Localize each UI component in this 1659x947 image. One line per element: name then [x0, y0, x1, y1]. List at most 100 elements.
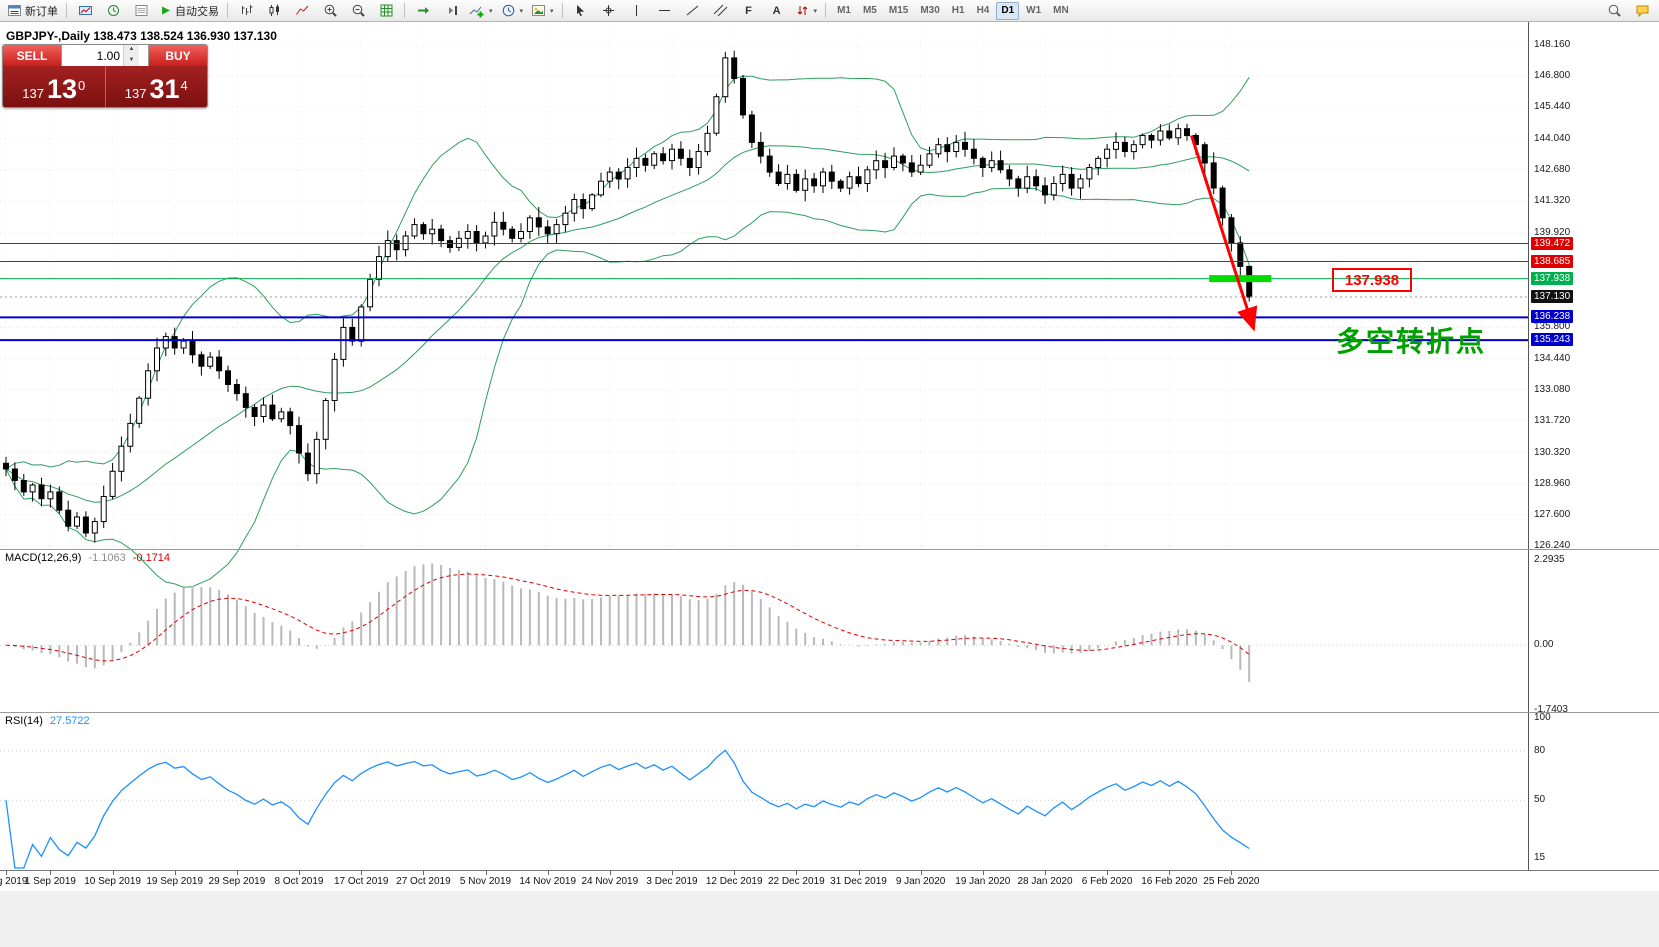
bar-chart-icon[interactable]	[232, 0, 260, 22]
price-level-badge: 139.472	[1531, 236, 1574, 250]
crosshair-icon[interactable]	[595, 0, 623, 22]
fibonacci-icon[interactable]: F	[745, 4, 752, 17]
axis-label: 135.800	[1534, 321, 1571, 333]
date-tick	[1045, 871, 1046, 875]
date-tick	[920, 871, 922, 875]
community-chat-icon[interactable]	[1628, 0, 1656, 22]
channel-icon[interactable]	[707, 0, 735, 22]
add-indicator-dropdown[interactable]: ▾	[465, 0, 497, 22]
rsi-panel-layer[interactable]	[0, 749, 1528, 869]
spin-down-icon[interactable]: ▼	[124, 55, 139, 66]
date-label: 22 Dec 2019	[767, 876, 825, 887]
trend-arrow[interactable]	[1190, 135, 1258, 332]
cursor-icon[interactable]	[567, 0, 595, 22]
charts-profile-icon[interactable]	[71, 0, 99, 22]
price-axis[interactable]: 148.160 146.800 145.440 144.040 142.680 141.3…	[1529, 22, 1659, 870]
axis-label: 146.800	[1534, 70, 1571, 82]
chart-shift-icon[interactable]	[437, 0, 465, 22]
date-tick	[672, 871, 673, 875]
buy-price[interactable]: 137 31 4	[124, 74, 188, 104]
grid-icon[interactable]	[372, 0, 400, 22]
separator	[227, 3, 228, 18]
date-tick	[6, 871, 7, 875]
line-chart-icon[interactable]	[288, 0, 316, 22]
timeframe-button-w1[interactable]: W1	[1026, 4, 1042, 16]
data-window-icon[interactable]	[127, 0, 155, 22]
timeframe-button-h1[interactable]: H1	[951, 4, 965, 16]
panel-divider-macd[interactable]	[0, 549, 1659, 550]
price-annotation-box[interactable]: 137.938	[1332, 268, 1412, 292]
turning-point-annotation[interactable]: 多空转折点	[1336, 326, 1487, 357]
date-label: 19 Jan 2020	[955, 876, 1011, 887]
chevron-down-icon: ▾	[489, 7, 493, 15]
sell-price[interactable]: 137 13 0	[3, 66, 106, 107]
chevron-down-icon: ▾	[813, 7, 818, 15]
text-tool-icon[interactable]: A	[772, 4, 781, 17]
separator	[825, 3, 827, 18]
axis-label: 128.960	[1534, 477, 1571, 489]
sell-button[interactable]: SELL	[3, 45, 61, 66]
timeframe-button-m1[interactable]: M1	[837, 4, 851, 16]
periods-dropdown[interactable]: ▾	[497, 0, 528, 22]
timeframe-button-m5[interactable]: M5	[862, 4, 877, 16]
history-center-icon[interactable]	[99, 0, 127, 22]
horizontal-line-icon[interactable]	[651, 0, 679, 22]
date-tick	[858, 871, 860, 875]
trendline-icon[interactable]	[679, 0, 707, 22]
spin-up-icon[interactable]: ▲	[124, 45, 139, 56]
date-label: 9 Jan 2020	[895, 876, 946, 887]
date-label: 19 Sep 2019	[146, 876, 204, 887]
grid-layer	[0, 30, 1528, 549]
chart-canvas[interactable]	[0, 22, 1659, 890]
axis-border	[1528, 22, 1529, 870]
auto-trading-label: 自动交易	[175, 5, 219, 18]
buy-button[interactable]: BUY	[149, 45, 207, 66]
auto-trading-button[interactable]: 自动交易	[155, 0, 223, 22]
timeframe-button-m30[interactable]: M30	[920, 4, 940, 16]
rsi-indicator-label: RSI(14) 27.5722	[5, 715, 90, 727]
search-icon[interactable]	[1600, 0, 1628, 22]
chart-window: 148.160 146.800 145.440 144.040 142.680 141.3…	[0, 22, 1659, 891]
date-tick	[361, 871, 363, 875]
timeframe-button-d1[interactable]: D1	[996, 1, 1020, 20]
timeframe-button-m15[interactable]: M15	[888, 4, 909, 16]
level-lines[interactable]	[0, 243, 1528, 342]
highlight-bar[interactable]	[1209, 275, 1272, 283]
zoom-in-icon[interactable]	[316, 0, 344, 22]
zoom-out-icon[interactable]	[344, 0, 372, 22]
date-tick	[112, 871, 114, 875]
axis-label: 80	[1534, 744, 1546, 756]
panel-divider-rsi[interactable]	[0, 712, 1659, 713]
candles-layer[interactable]	[3, 50, 1253, 543]
separator	[66, 3, 67, 18]
new-order-button[interactable]: 新订单	[3, 0, 62, 22]
date-label: 6 Feb 2020	[1081, 876, 1133, 887]
vertical-line-icon[interactable]	[623, 0, 651, 22]
date-tick	[982, 871, 984, 875]
date-label: 14 Nov 2019	[519, 876, 577, 887]
arrows-dropdown[interactable]: ▾	[791, 0, 822, 22]
price-level-badge: 137.130	[1531, 290, 1574, 303]
volume-stepper[interactable]: ▲ ▼	[123, 45, 139, 66]
date-label: 3 Dec 2019	[646, 876, 698, 887]
timeframe-button-h4[interactable]: H4	[976, 4, 990, 16]
price-level-badge: 135.243	[1531, 333, 1574, 347]
date-label: 27 Oct 2019	[396, 876, 451, 887]
separator	[404, 3, 405, 18]
axis-label: 2.2935	[1534, 554, 1565, 565]
date-tick	[1231, 871, 1233, 875]
play-icon	[162, 6, 170, 15]
timeframe-group: M1 M5 M15 M30 H1 H4 D1 W1 MN	[832, 1, 1074, 20]
auto-scroll-icon[interactable]	[409, 0, 437, 22]
macd-panel-layer[interactable]	[0, 563, 1528, 682]
templates-dropdown[interactable]: ▾	[527, 0, 558, 22]
date-label: 31 Dec 2019	[830, 876, 887, 887]
volume-input[interactable]	[62, 45, 123, 66]
date-label: 28 Jan 2020	[1017, 876, 1073, 887]
timeframe-button-mn[interactable]: MN	[1053, 4, 1069, 16]
candlestick-chart-icon[interactable]	[260, 0, 288, 22]
date-tick	[423, 871, 425, 875]
date-tick	[1107, 871, 1109, 875]
